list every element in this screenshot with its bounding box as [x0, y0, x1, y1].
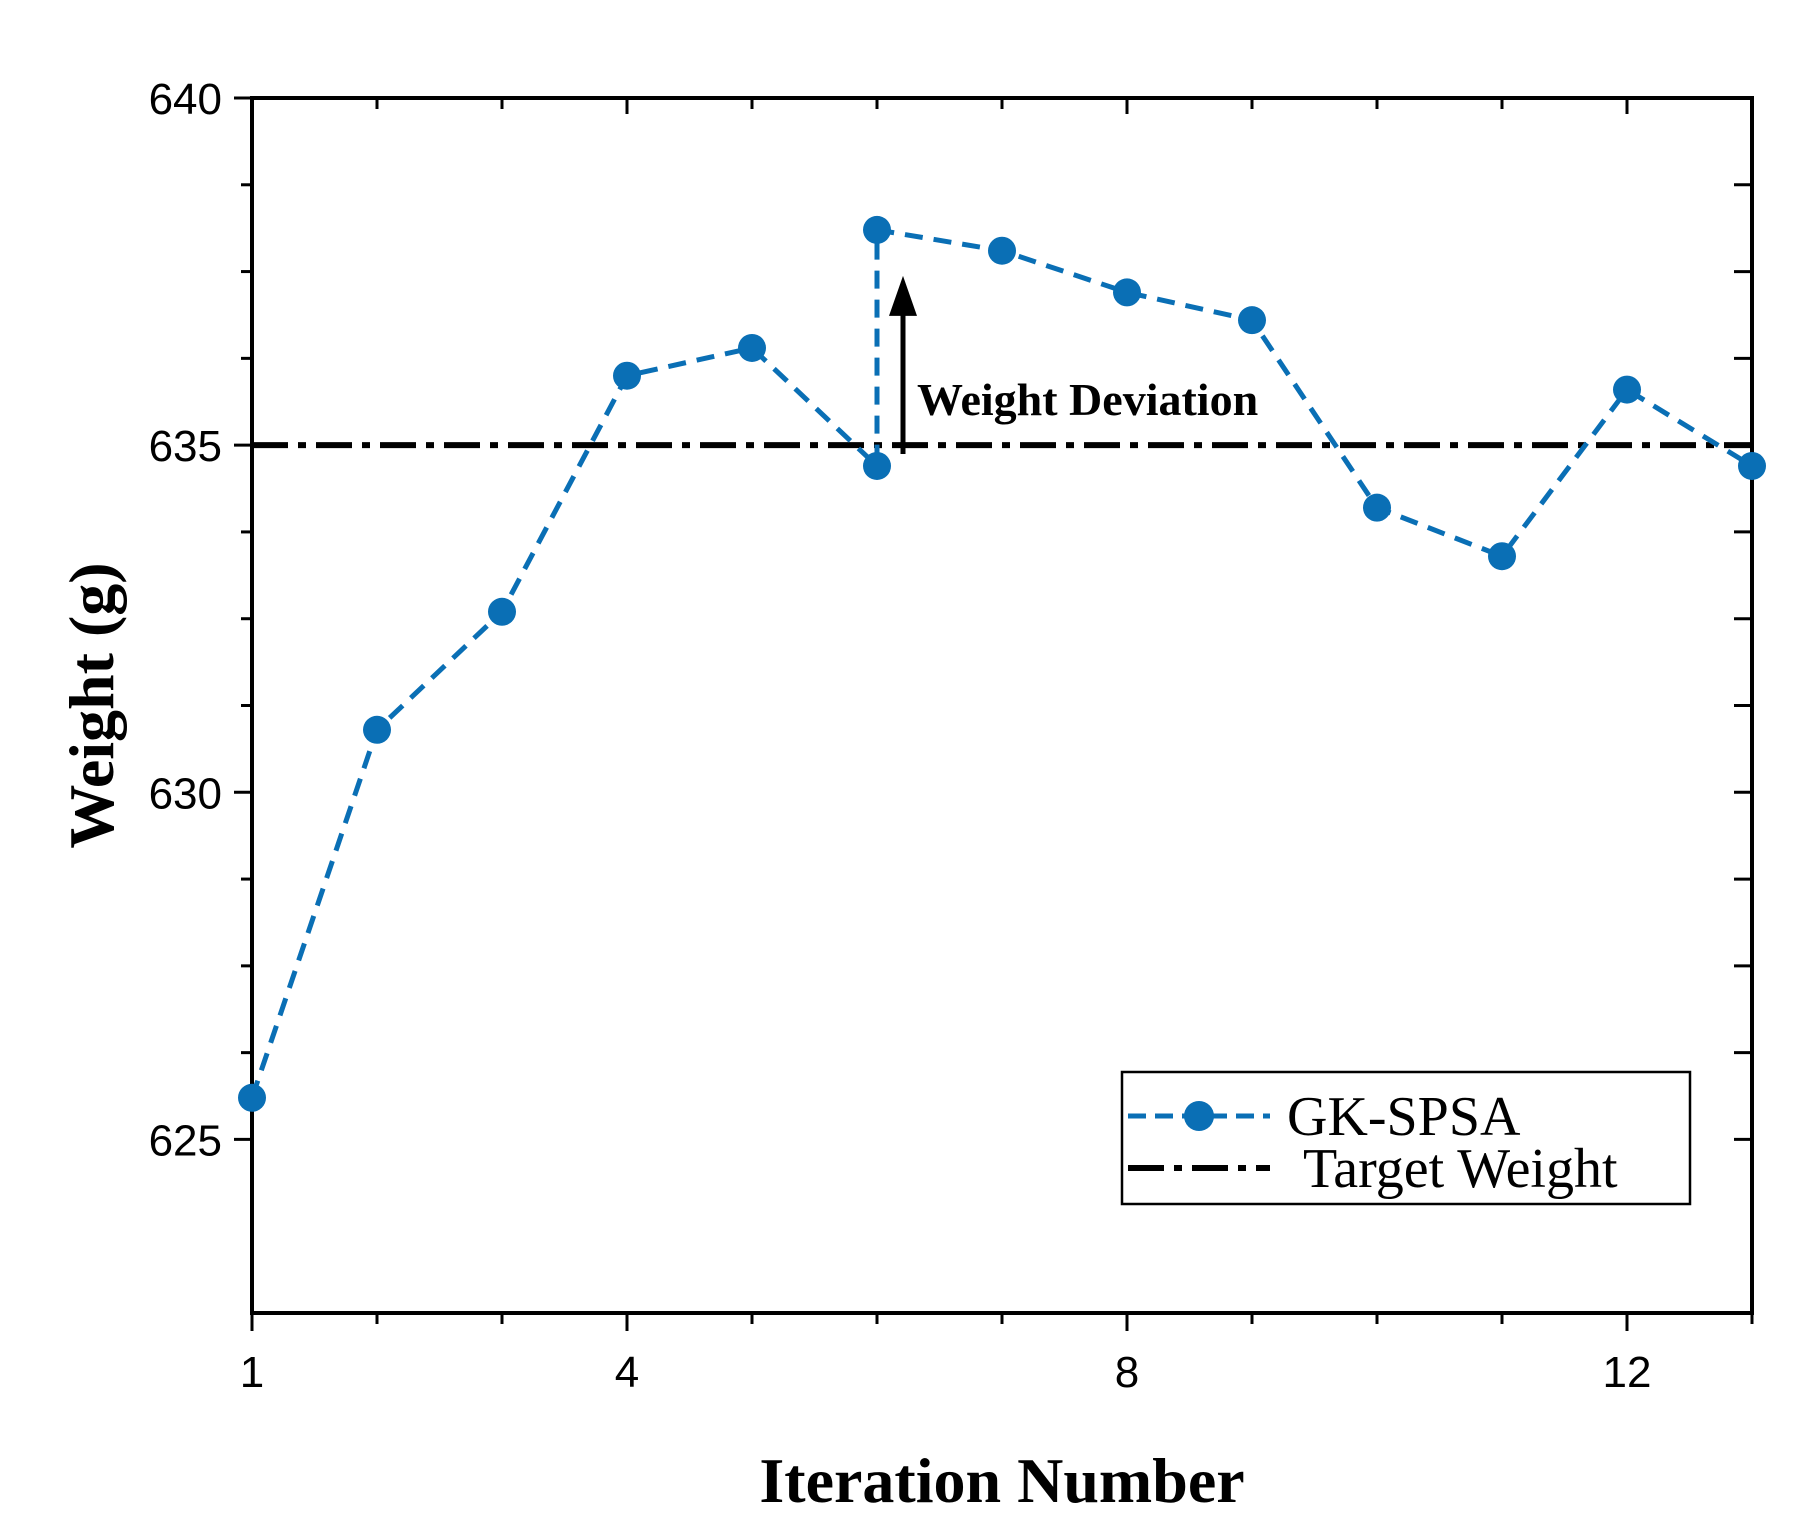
- gk-spsa-point-4: [613, 361, 641, 390]
- legend-box: [1120, 1070, 1692, 1206]
- gk-spsa-point-9: [1113, 278, 1141, 307]
- deviation-arrow-head: [889, 275, 917, 316]
- gk-spsa-point-12: [1488, 542, 1516, 571]
- gk-spsa-point-3: [488, 597, 516, 626]
- gk-spsa-point-13: [1613, 375, 1641, 404]
- x-tick-label: 1: [240, 1348, 264, 1397]
- y-tick-label: 640: [149, 75, 222, 124]
- gk-spsa-point-2: [363, 715, 391, 744]
- y-tick-label: 630: [149, 769, 222, 818]
- gk-spsa-point-6: [863, 451, 891, 480]
- y-tick-label: 635: [149, 422, 222, 471]
- x-tick-label: 4: [615, 1348, 639, 1397]
- x-tick-label: 12: [1603, 1348, 1652, 1397]
- gk-spsa-point-1: [238, 1083, 266, 1112]
- y-tick-label: 625: [149, 1116, 222, 1165]
- gk-spsa-point-11: [1363, 493, 1391, 522]
- gk-spsa-point-10: [1238, 306, 1266, 335]
- gk-spsa-point-8: [988, 236, 1016, 265]
- x-tick-label: 8: [1115, 1348, 1139, 1397]
- legend-target-label: Target Weight: [1303, 1138, 1618, 1200]
- legend-gk-spsa-label: GK-SPSA: [1287, 1086, 1521, 1148]
- legend-gk-spsa-marker: [1184, 1101, 1214, 1131]
- y-axis-title: Weight (g): [56, 562, 127, 848]
- gk-spsa-point-14: [1738, 451, 1766, 480]
- gk-spsa-series-line: [249, 226, 1754, 1099]
- x-axis-title: Iteration Number: [759, 1445, 1244, 1516]
- gk-spsa-point-5: [738, 333, 766, 362]
- gk-spsa-point-7: [863, 215, 891, 244]
- deviation-annotation-label: Weight Deviation: [917, 374, 1258, 425]
